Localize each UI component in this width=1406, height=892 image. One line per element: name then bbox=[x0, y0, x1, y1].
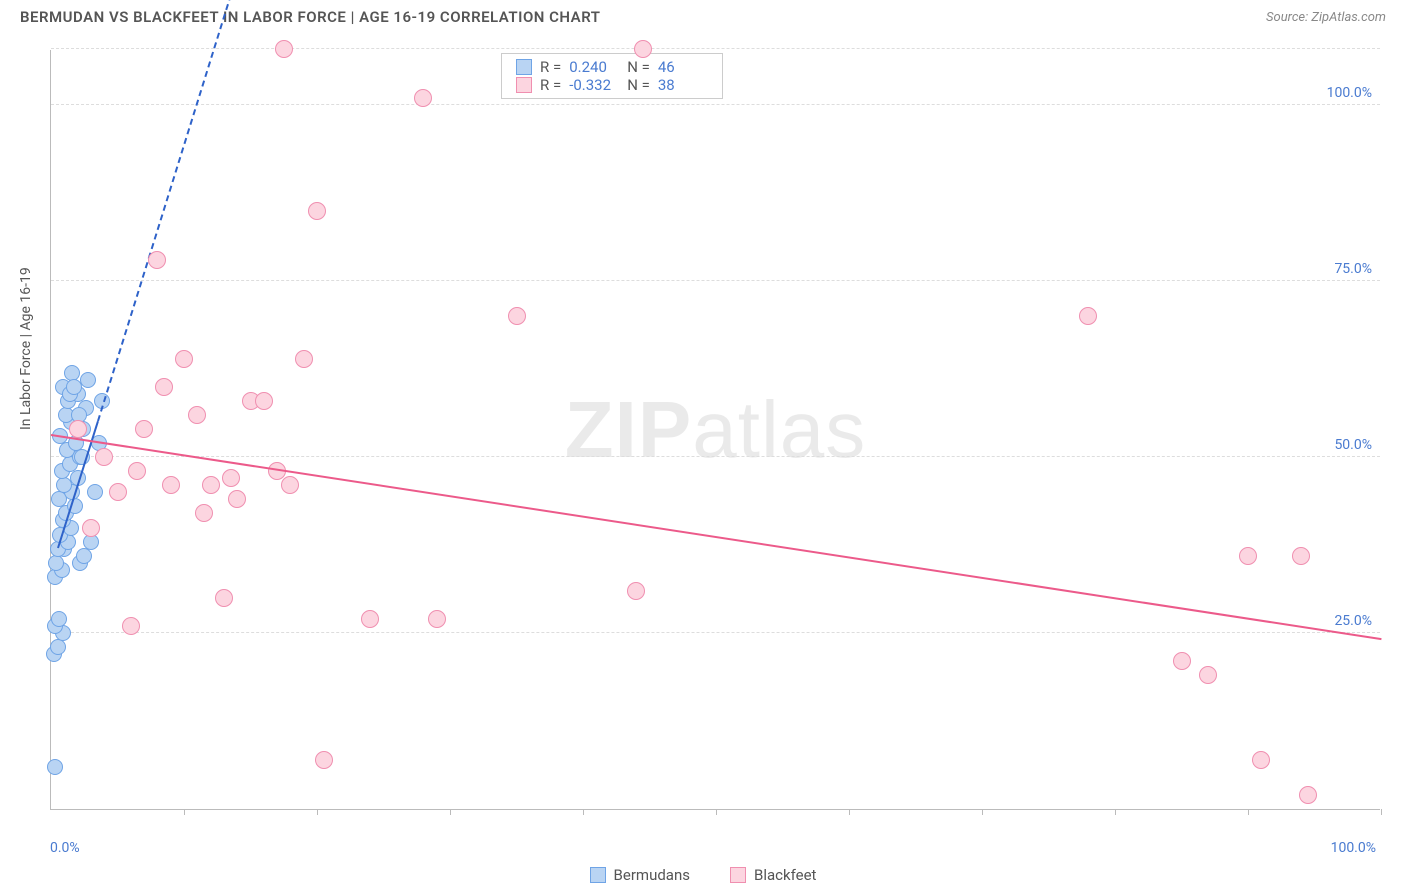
data-point bbox=[51, 611, 67, 627]
data-point bbox=[1079, 307, 1097, 325]
data-point bbox=[175, 350, 193, 368]
stat-n-label: N = bbox=[627, 58, 650, 76]
data-point bbox=[634, 40, 652, 58]
data-point bbox=[508, 307, 526, 325]
trend-line bbox=[51, 434, 1381, 640]
data-point bbox=[87, 484, 103, 500]
data-point bbox=[308, 202, 326, 220]
data-point bbox=[315, 751, 333, 769]
watermark: ZIPatlas bbox=[565, 384, 866, 476]
trend-line-extrapolated bbox=[97, 0, 318, 421]
data-point bbox=[215, 589, 233, 607]
y-tick-label: 100.0% bbox=[1327, 85, 1372, 101]
x-tick bbox=[583, 809, 584, 815]
stat-n-value: 38 bbox=[658, 76, 708, 94]
y-axis-label: In Labor Force | Age 16-19 bbox=[18, 267, 34, 430]
data-point bbox=[428, 610, 446, 628]
data-point bbox=[295, 350, 313, 368]
stat-r-value: -0.332 bbox=[569, 76, 619, 94]
data-point bbox=[627, 582, 645, 600]
legend-label: Blackfeet bbox=[754, 866, 816, 884]
data-point bbox=[122, 617, 140, 635]
data-point bbox=[76, 548, 92, 564]
data-point bbox=[361, 610, 379, 628]
data-point bbox=[148, 251, 166, 269]
data-point bbox=[66, 379, 82, 395]
data-point bbox=[48, 555, 64, 571]
data-point bbox=[222, 469, 240, 487]
chart-title: BERMUDAN VS BLACKFEET IN LABOR FORCE | A… bbox=[20, 8, 600, 26]
series-swatch bbox=[516, 77, 532, 93]
x-tick bbox=[1381, 809, 1382, 815]
stat-n-label: N = bbox=[627, 76, 650, 94]
x-tick bbox=[982, 809, 983, 815]
data-point bbox=[1292, 547, 1310, 565]
gridline bbox=[51, 104, 1380, 105]
y-tick-label: 75.0% bbox=[1334, 261, 1372, 277]
data-point bbox=[69, 420, 87, 438]
x-tick bbox=[317, 809, 318, 815]
data-point bbox=[162, 476, 180, 494]
x-tick bbox=[716, 809, 717, 815]
gridline bbox=[51, 280, 1380, 281]
gridline bbox=[51, 456, 1380, 457]
data-point bbox=[80, 372, 96, 388]
data-point bbox=[202, 476, 220, 494]
y-tick-label: 25.0% bbox=[1334, 613, 1372, 629]
gridline bbox=[51, 48, 1380, 49]
x-axis-min-label: 0.0% bbox=[50, 840, 80, 856]
stat-n-value: 46 bbox=[658, 58, 708, 76]
y-tick-label: 50.0% bbox=[1334, 437, 1372, 453]
correlation-stats-box: R = 0.240 N = 46 R = -0.332 N = 38 bbox=[501, 53, 723, 99]
data-point bbox=[281, 476, 299, 494]
data-point bbox=[82, 519, 100, 537]
stat-r-label: R = bbox=[540, 58, 561, 76]
chart-source: Source: ZipAtlas.com bbox=[1266, 10, 1386, 25]
legend-item: Blackfeet bbox=[730, 866, 816, 884]
data-point bbox=[135, 420, 153, 438]
data-point bbox=[1299, 786, 1317, 804]
data-point bbox=[414, 89, 432, 107]
data-point bbox=[1239, 547, 1257, 565]
data-point bbox=[128, 462, 146, 480]
legend-item: Bermudans bbox=[590, 866, 690, 884]
stat-row: R = 0.240 N = 46 bbox=[516, 58, 708, 76]
data-point bbox=[1173, 652, 1191, 670]
data-point bbox=[1199, 666, 1217, 684]
data-point bbox=[50, 639, 66, 655]
data-point bbox=[195, 504, 213, 522]
data-point bbox=[1252, 751, 1270, 769]
x-tick bbox=[450, 809, 451, 815]
gridline bbox=[51, 632, 1380, 633]
x-tick bbox=[184, 809, 185, 815]
data-point bbox=[188, 406, 206, 424]
data-point bbox=[228, 490, 246, 508]
legend: Bermudans Blackfeet bbox=[0, 866, 1406, 884]
data-point bbox=[155, 378, 173, 396]
x-axis-max-label: 100.0% bbox=[1331, 840, 1376, 856]
data-point bbox=[255, 392, 273, 410]
legend-swatch bbox=[590, 867, 606, 883]
chart-header: BERMUDAN VS BLACKFEET IN LABOR FORCE | A… bbox=[0, 0, 1406, 32]
scatter-chart: ZIPatlas R = 0.240 N = 46 R = -0.332 N = 38 25.… bbox=[50, 50, 1380, 810]
x-tick bbox=[1115, 809, 1116, 815]
stat-r-value: 0.240 bbox=[569, 58, 619, 76]
data-point bbox=[275, 40, 293, 58]
series-swatch bbox=[516, 59, 532, 75]
x-tick bbox=[849, 809, 850, 815]
stat-row: R = -0.332 N = 38 bbox=[516, 76, 708, 94]
data-point bbox=[109, 483, 127, 501]
legend-swatch bbox=[730, 867, 746, 883]
x-tick bbox=[1248, 809, 1249, 815]
stat-r-label: R = bbox=[540, 76, 561, 94]
data-point bbox=[47, 759, 63, 775]
legend-label: Bermudans bbox=[614, 866, 690, 884]
data-point bbox=[95, 448, 113, 466]
